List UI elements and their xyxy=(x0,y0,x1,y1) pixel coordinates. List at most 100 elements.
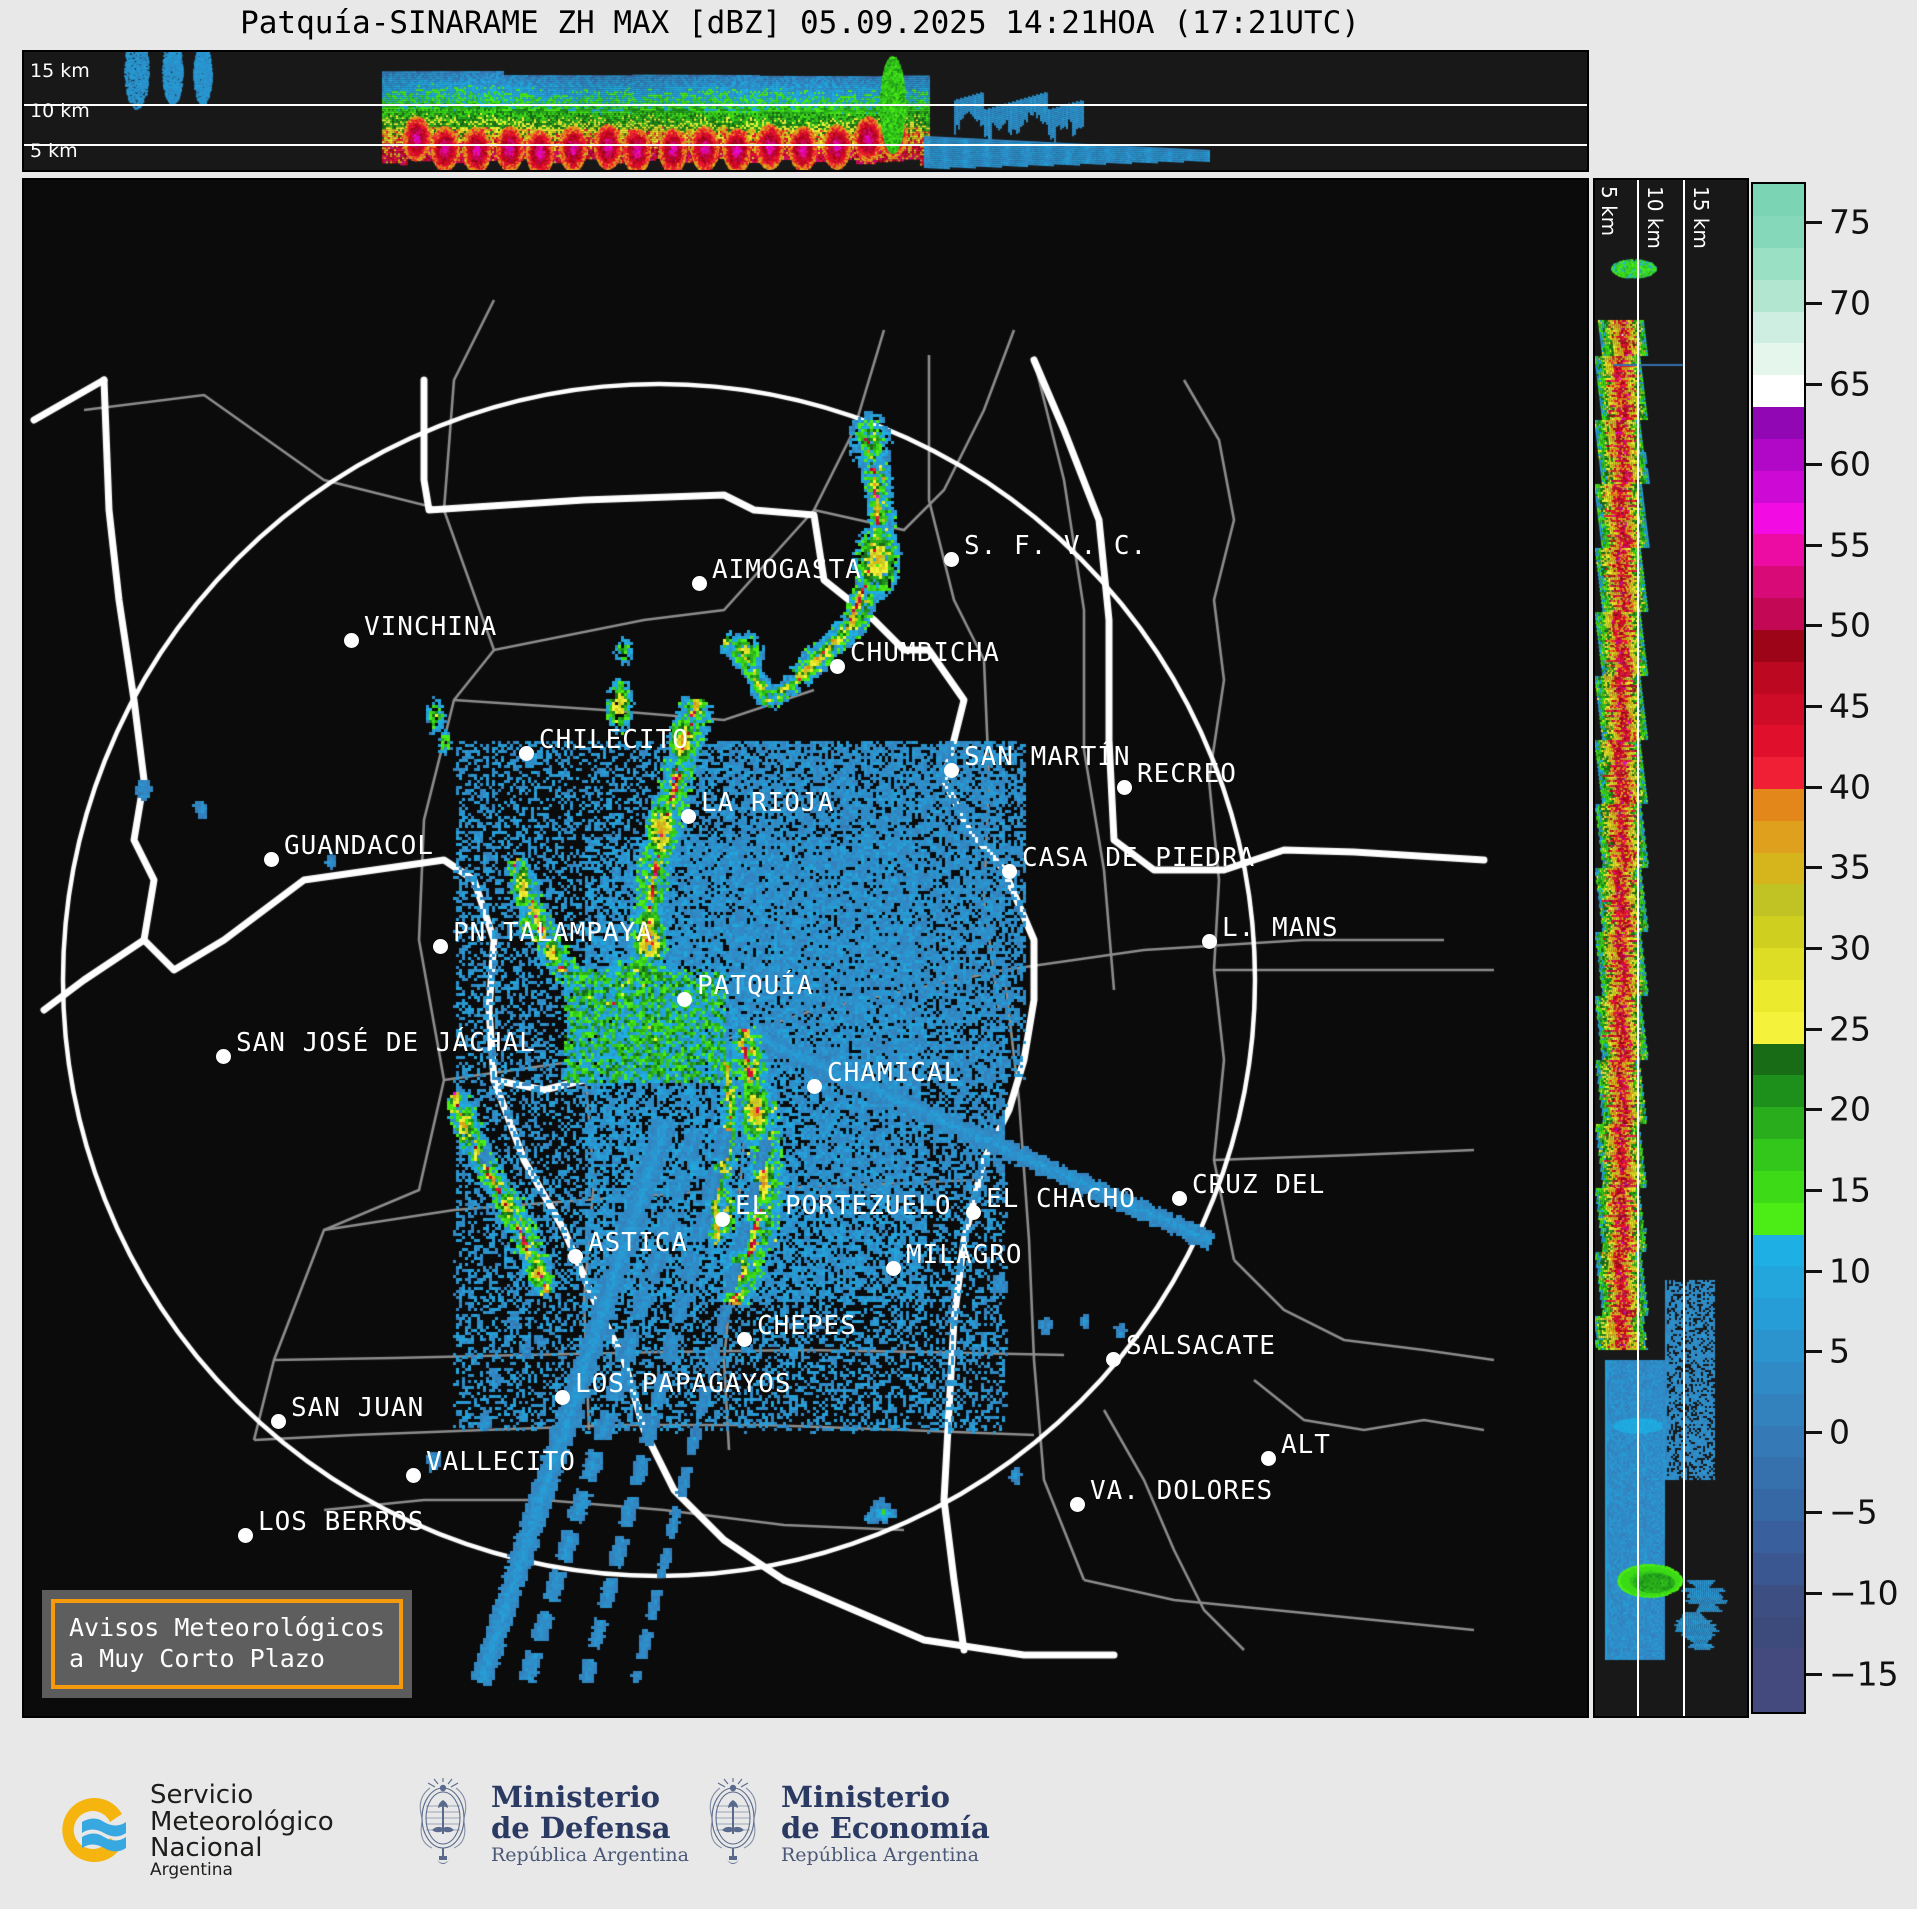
colorbar-tick-label: 15 xyxy=(1829,1170,1871,1210)
colorbar-swatch xyxy=(1753,852,1804,885)
colorbar-tick-label: 70 xyxy=(1829,283,1871,323)
colorbar-tick xyxy=(1806,382,1822,386)
colorbar-tick-label: 25 xyxy=(1829,1009,1871,1049)
ministry-of-defense-logo: Ministerio de Defensa República Argentin… xyxy=(410,1778,689,1870)
colorbar-swatch xyxy=(1753,247,1804,280)
colorbar-tick xyxy=(1806,1430,1822,1434)
colorbar-tick-label: 5 xyxy=(1829,1331,1850,1371)
colorbar-swatch xyxy=(1753,1298,1804,1331)
colorbar-tick-label: 65 xyxy=(1829,364,1871,404)
smn-line-1: Servicio xyxy=(150,1780,254,1810)
colorbar-tick xyxy=(1806,221,1822,225)
height-label-15km: 15 km xyxy=(30,60,90,82)
argentina-coat-of-arms-icon xyxy=(700,1778,766,1870)
colorbar-swatch xyxy=(1753,1489,1804,1522)
mineco-line-3: República Argentina xyxy=(781,1843,979,1866)
colorbar-swatch xyxy=(1753,1234,1804,1267)
colorbar-swatch xyxy=(1753,1648,1804,1681)
colorbar-swatch xyxy=(1753,916,1804,949)
ministry-of-economy-logo: Ministerio de Economía República Argenti… xyxy=(700,1778,990,1870)
colorbar-tick-label: 55 xyxy=(1829,525,1871,565)
colorbar-tick-label: 45 xyxy=(1829,686,1871,726)
colorbar-swatch xyxy=(1753,629,1804,662)
height-line-10km xyxy=(24,104,1587,106)
mineco-line-2: de Economía xyxy=(781,1810,990,1845)
height-label-5km-right: 5 km xyxy=(1597,186,1621,237)
colorbar-swatch xyxy=(1753,1266,1804,1299)
colorbar-swatch xyxy=(1753,343,1804,376)
colorbar-swatch xyxy=(1753,1584,1804,1617)
colorbar-swatch xyxy=(1753,820,1804,853)
colorbar-swatch xyxy=(1753,948,1804,980)
colorbar-swatch xyxy=(1753,279,1804,312)
colorbar-swatch xyxy=(1753,1043,1804,1076)
argentina-coat-of-arms-icon xyxy=(410,1778,476,1870)
colorbar-tick-label: 35 xyxy=(1829,847,1871,887)
colorbar-tick xyxy=(1806,866,1822,870)
smn-line-2: Meteorológico xyxy=(150,1806,334,1837)
colorbar-swatch xyxy=(1753,661,1804,694)
colorbar-swatch xyxy=(1753,693,1804,726)
colorbar-swatch xyxy=(1753,1361,1804,1394)
colorbar-tick xyxy=(1806,301,1822,305)
colorbar-tick-label: 75 xyxy=(1829,202,1871,242)
colorbar-tick xyxy=(1806,705,1822,709)
colorbar-tick-label: 40 xyxy=(1829,767,1871,807)
colorbar-swatch xyxy=(1753,566,1804,599)
colorbar-tick-label: 10 xyxy=(1829,1251,1871,1291)
colorbar-tick xyxy=(1806,463,1822,467)
footer-logos: Servicio Meteorológico Nacional Argentin… xyxy=(0,1760,1917,1909)
smn-logo-icon xyxy=(52,1788,136,1872)
colorbar-swatch xyxy=(1753,502,1804,535)
colorbar-tick-label: −5 xyxy=(1829,1492,1878,1532)
colorbar-swatch xyxy=(1753,1330,1804,1362)
colorbar-swatch xyxy=(1753,407,1804,439)
colorbar-swatch xyxy=(1753,311,1804,344)
colorbar-swatch xyxy=(1753,1170,1804,1203)
colorbar-tick-label: 50 xyxy=(1829,605,1871,645)
warning-line-2: a Muy Corto Plazo xyxy=(69,1643,325,1673)
height-line-10km-right xyxy=(1683,180,1685,1716)
colorbar-tick-label: 20 xyxy=(1829,1089,1871,1129)
colorbar-tick xyxy=(1806,624,1822,628)
colorbar-swatch xyxy=(1753,979,1804,1012)
height-label-5km: 5 km xyxy=(30,140,78,162)
colorbar-swatch xyxy=(1753,1457,1804,1490)
height-label-15km-right: 15 km xyxy=(1689,186,1713,249)
smn-line-3: Nacional xyxy=(150,1833,263,1864)
colorbar-tick xyxy=(1806,947,1822,950)
mineco-line-1: Ministerio xyxy=(781,1780,951,1815)
colorbar-tick xyxy=(1806,1188,1822,1192)
colorbar-swatch xyxy=(1753,1011,1804,1044)
colorbar-tick xyxy=(1806,785,1822,789)
vertical-cross-section-top: 15 km 10 km 5 km xyxy=(22,50,1589,172)
vertical-cross-section-right: 5 km 10 km 15 km xyxy=(1593,178,1749,1718)
mindef-line-2: de Defensa xyxy=(491,1810,671,1845)
colorbar-swatch xyxy=(1753,184,1804,217)
mindef-line-1: Ministerio xyxy=(491,1780,661,1815)
colorbar-swatch xyxy=(1753,1075,1804,1108)
smn-logo: Servicio Meteorológico Nacional Argentin… xyxy=(52,1782,334,1879)
colorbar-swatch xyxy=(1753,1139,1804,1171)
mindef-line-3: República Argentina xyxy=(491,1843,689,1866)
colorbar-swatch xyxy=(1753,1552,1804,1585)
colorbar-swatch xyxy=(1753,1107,1804,1140)
colorbar-swatch xyxy=(1753,375,1804,408)
height-label-10km: 10 km xyxy=(30,100,90,122)
height-line-5km-right xyxy=(1637,180,1639,1716)
warning-badge[interactable]: Avisos Meteorológicos a Muy Corto Plazo xyxy=(42,1589,413,1698)
colorbar-swatch xyxy=(1753,1616,1804,1649)
colorbar-tick-label: 0 xyxy=(1829,1412,1850,1452)
smn-sub: Argentina xyxy=(150,1859,233,1880)
colorbar: 75 70 65 60 55 50 45 40 35 30 25 20 15 10 5 0 −5 −10 −15 xyxy=(1751,182,1899,1714)
warning-line-1: Avisos Meteorológicos xyxy=(69,1612,386,1642)
colorbar-swatch xyxy=(1753,725,1804,758)
colorbar-tick xyxy=(1806,1108,1822,1112)
colorbar-tick xyxy=(1806,543,1822,547)
colorbar-swatch xyxy=(1753,884,1804,917)
colorbar-swatch xyxy=(1753,470,1804,503)
colorbar-tick-label: 30 xyxy=(1829,928,1871,968)
colorbar-swatch xyxy=(1753,216,1804,248)
radar-map-panel[interactable]: AIMOGASTA S. F. V. C. CHUMBICHA VINCHINA CHI… xyxy=(22,178,1589,1718)
colorbar-tick-label: −10 xyxy=(1829,1573,1899,1613)
